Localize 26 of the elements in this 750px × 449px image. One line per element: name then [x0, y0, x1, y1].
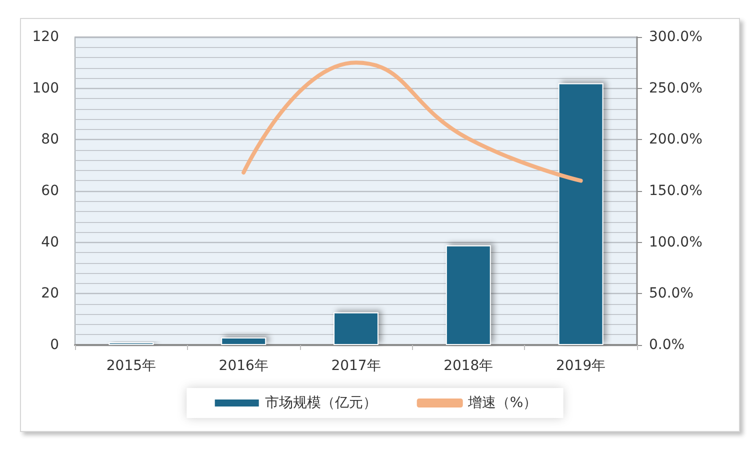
line-series: [242, 60, 583, 183]
bar: [334, 312, 378, 345]
y2-tick-label: 150.0%: [649, 183, 702, 199]
y2-tick-label: 200.0%: [649, 132, 702, 148]
bar: [558, 83, 604, 345]
legend-label: 市场规模（亿元）: [264, 395, 377, 411]
x-tick-label: 2019年: [556, 358, 606, 374]
y-tick-label: 40: [41, 234, 59, 250]
y-tick-label: 0: [50, 337, 59, 353]
y2-tick-label: 0.0%: [649, 337, 685, 353]
bar: [446, 245, 491, 345]
x-tick-label: 2017年: [331, 358, 381, 374]
x-tick-label: 2016年: [218, 358, 268, 374]
y-tick-label: 60: [41, 183, 59, 199]
y-tick-label: 80: [41, 132, 59, 148]
y-tick-label: 120: [32, 29, 59, 45]
legend-label: 增速（%）: [466, 395, 538, 411]
y-tick-label: 20: [41, 286, 59, 302]
y2-tick-label: 100.0%: [649, 234, 702, 250]
x-tick-label: 2015年: [106, 358, 156, 374]
y2-tick-label: 250.0%: [649, 80, 702, 96]
y-tick-label: 100: [32, 80, 59, 96]
y2-tick-label: 50.0%: [649, 286, 694, 302]
bar: [221, 338, 266, 345]
y2-tick-label: 300.0%: [649, 29, 702, 45]
x-tick-label: 2018年: [444, 358, 494, 374]
